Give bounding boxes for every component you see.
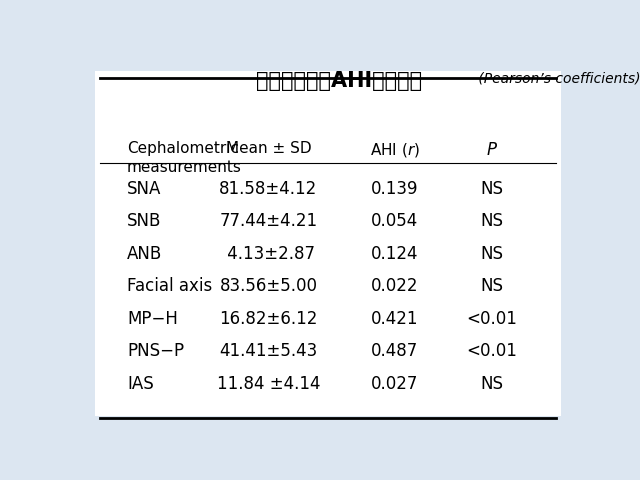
- Text: SNA: SNA: [127, 180, 161, 198]
- Text: NS: NS: [480, 277, 503, 295]
- Text: IAS: IAS: [127, 375, 154, 393]
- Text: Facial axis: Facial axis: [127, 277, 212, 295]
- Text: (Pearson’s coefficients): (Pearson’s coefficients): [474, 72, 640, 85]
- Text: 0.139: 0.139: [371, 180, 419, 198]
- Text: Mean ± SD: Mean ± SD: [226, 141, 311, 156]
- Text: 0.054: 0.054: [371, 212, 419, 230]
- Text: NS: NS: [480, 375, 503, 393]
- Text: 0.421: 0.421: [371, 310, 419, 328]
- Text: 16.82±6.12: 16.82±6.12: [220, 310, 317, 328]
- Text: 0.487: 0.487: [371, 342, 419, 360]
- Text: 11.84 ±4.14: 11.84 ±4.14: [217, 375, 320, 393]
- Text: PNS−P: PNS−P: [127, 342, 184, 360]
- Text: 41.41±5.43: 41.41±5.43: [220, 342, 317, 360]
- Text: NS: NS: [480, 212, 503, 230]
- Text: 83.56±5.00: 83.56±5.00: [220, 277, 317, 295]
- FancyBboxPatch shape: [95, 71, 561, 416]
- Text: SNB: SNB: [127, 212, 161, 230]
- Text: 81.58±4.12: 81.58±4.12: [220, 180, 317, 198]
- Text: AHI ($r$): AHI ($r$): [370, 141, 420, 159]
- Text: <0.01: <0.01: [467, 342, 517, 360]
- Text: 0.124: 0.124: [371, 245, 419, 263]
- Text: NS: NS: [480, 180, 503, 198]
- Text: 4.13±2.87: 4.13±2.87: [222, 245, 315, 263]
- Text: 顎顔面形態とAHIとの関連: 顎顔面形態とAHIとの関連: [256, 71, 422, 91]
- Text: ANB: ANB: [127, 245, 163, 263]
- Text: NS: NS: [480, 245, 503, 263]
- Text: $P$: $P$: [486, 141, 498, 159]
- Text: 77.44±4.21: 77.44±4.21: [220, 212, 317, 230]
- Text: 0.022: 0.022: [371, 277, 419, 295]
- Text: <0.01: <0.01: [467, 310, 517, 328]
- Text: 0.027: 0.027: [371, 375, 419, 393]
- Text: MP−H: MP−H: [127, 310, 178, 328]
- Text: Cephalometric
measurements: Cephalometric measurements: [127, 141, 242, 175]
